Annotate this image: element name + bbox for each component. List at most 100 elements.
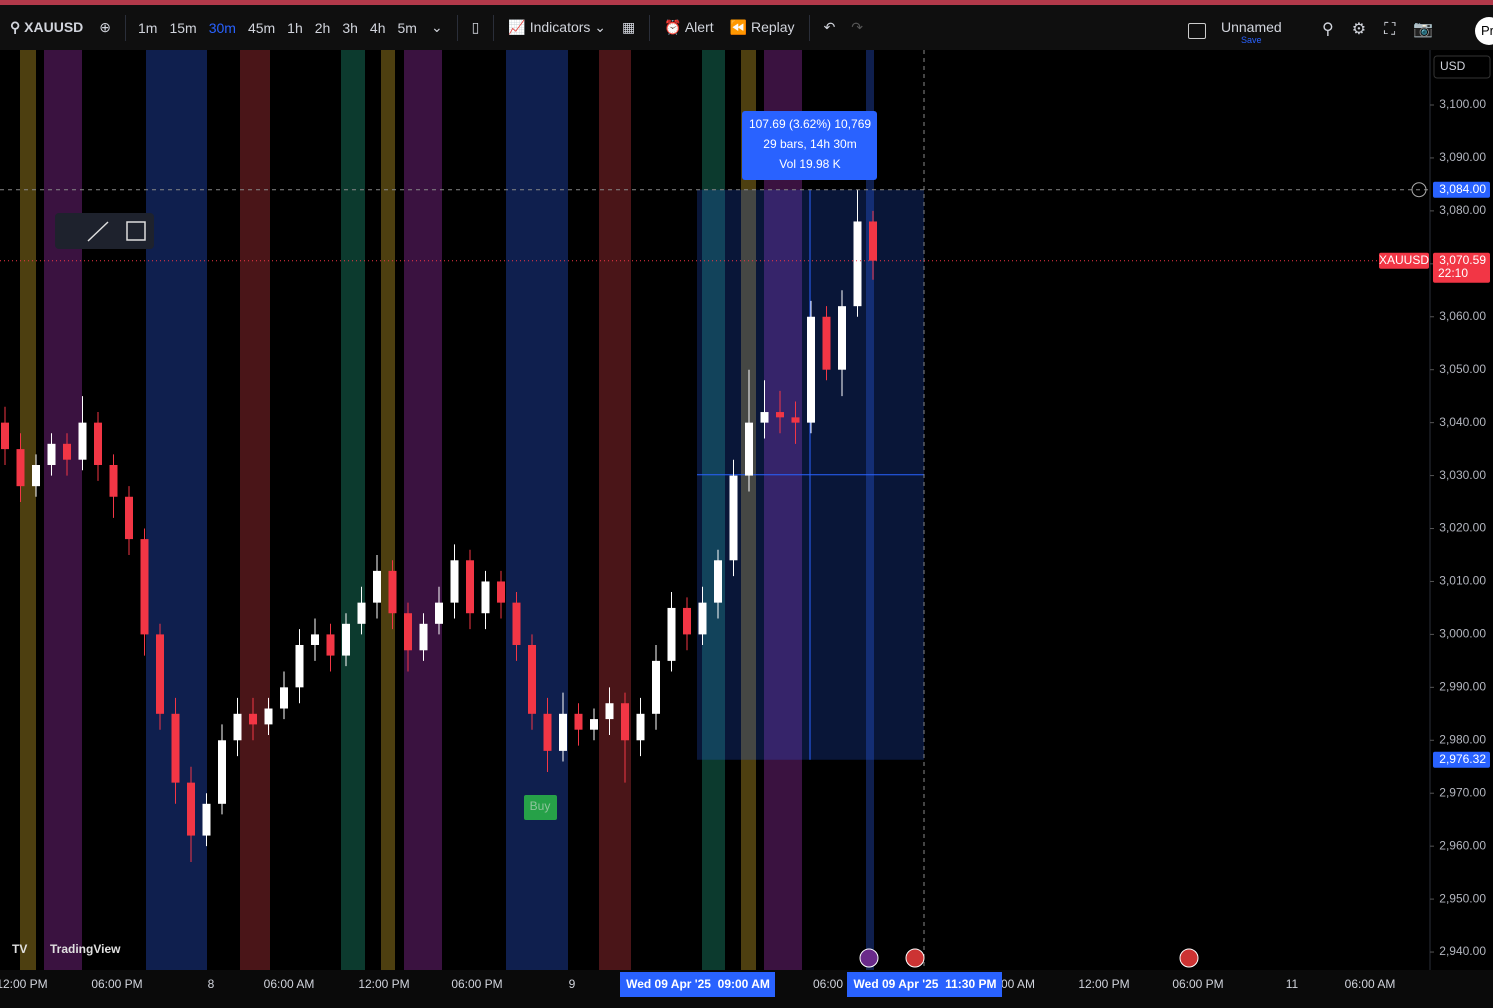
redo-button[interactable]: ↷	[851, 19, 864, 35]
interval-menu[interactable]: ⌄	[430, 19, 443, 35]
watermark: TradingView	[50, 942, 121, 956]
separator	[493, 14, 495, 41]
session-band	[404, 50, 442, 970]
x-tick-label: 12:00 PM	[1078, 977, 1129, 991]
candle-body	[714, 560, 722, 603]
candle-body	[156, 634, 164, 714]
layout-name: Unnamed	[1221, 19, 1282, 35]
candle-body	[32, 464, 40, 487]
candle-body	[822, 316, 831, 370]
y-tick-label: 3,030.00	[1439, 468, 1486, 482]
candle-body	[357, 602, 366, 624]
candle-body	[683, 607, 691, 635]
session-band	[599, 50, 631, 970]
interval-button[interactable]: 3h	[342, 19, 358, 36]
drawing-toolbar	[55, 213, 154, 249]
time-highlight-label: Wed 09 Apr '25 09:00 AM	[626, 977, 770, 991]
countdown: 22:10	[1438, 266, 1468, 280]
candle-body	[667, 607, 676, 661]
time-highlight-label: Wed 09 Apr '25 11:30 PM	[854, 977, 997, 991]
interval-button[interactable]: 15m	[169, 19, 197, 36]
price-axis	[1430, 50, 1493, 1008]
separator	[125, 14, 127, 41]
indicators-label: Indicators	[529, 19, 591, 35]
interval-button[interactable]: 1m	[138, 19, 158, 36]
replay-label: Replay	[750, 19, 795, 35]
candle-body	[636, 713, 645, 741]
buy-marker	[524, 795, 557, 820]
y-tick-label: 3,000.00	[1439, 627, 1486, 641]
candle-body	[621, 703, 629, 741]
interval-list: 1m 15m 30m 45m 1h 2h 3h 4h 5m	[132, 20, 423, 36]
interval-button[interactable]: 2h	[314, 19, 331, 36]
undo-button[interactable]: ↶	[823, 19, 836, 35]
y-tick-label: 3,060.00	[1439, 309, 1486, 323]
y-tick-label: 3,050.00	[1439, 362, 1486, 376]
candle-body	[280, 687, 288, 709]
session-band	[702, 50, 725, 970]
candle-body	[249, 713, 257, 725]
candle-body	[605, 703, 614, 720]
chart: 3,100.003,090.003,080.003,070.003,060.00…	[0, 50, 1493, 1008]
currency: USD	[1440, 59, 1466, 73]
x-tick-label: 06:00	[813, 977, 843, 991]
toolbar: ⚲ XAUUSD ⊕ 1m 15m 30m 45m 1h 2h 3h 4h 5m ⌄ ▯ 📈 I…	[0, 0, 1493, 50]
y-tick-label: 2,990.00	[1439, 680, 1486, 694]
candle-body	[373, 570, 381, 603]
candle-body	[466, 560, 474, 614]
measure-info: Vol 19.98 K	[779, 157, 840, 171]
symbol-search[interactable]: ⚲ XAUUSD	[10, 19, 84, 35]
candle-body	[807, 316, 815, 423]
interval-button[interactable]: 4h	[369, 19, 386, 36]
session-band	[764, 50, 802, 970]
measure-info: 29 bars, 14h 30m	[763, 137, 856, 151]
candle-body	[652, 660, 660, 714]
candle-body	[419, 623, 428, 651]
session-band	[146, 50, 207, 970]
x-tick-label: 06:00 PM	[91, 977, 142, 991]
profile[interactable]: Pr	[1475, 17, 1493, 45]
interval-button[interactable]: 30m	[208, 19, 236, 36]
candle-body	[528, 644, 536, 714]
candle-body	[63, 443, 71, 460]
candle-body	[559, 713, 567, 751]
interval-button[interactable]: 45m	[247, 19, 276, 36]
replay-button[interactable]: ⏪ Replay	[729, 19, 795, 35]
interval-button[interactable]: 5m	[397, 19, 417, 36]
add-symbol[interactable]: ⊕	[99, 19, 112, 35]
watermark-logo: TV	[12, 942, 27, 956]
x-tick-label: 06:00 AM	[1345, 977, 1396, 991]
layout-selector[interactable]: Unnamed Save	[1188, 15, 1308, 47]
candle-body	[233, 713, 242, 741]
candle-body	[171, 713, 180, 783]
candle-body	[729, 475, 738, 561]
interval-button[interactable]: 1h	[287, 19, 303, 36]
session-band	[341, 50, 365, 970]
candle-body	[574, 713, 583, 730]
toolbar-icons[interactable]: ⚲⚙⛶📷	[1322, 21, 1452, 38]
candle-body	[187, 782, 195, 836]
candle-body	[435, 602, 443, 624]
chart-type[interactable]: ▯	[471, 19, 480, 35]
rect-tool	[126, 221, 146, 241]
last-price-tag	[1433, 252, 1490, 283]
measure-tooltip	[742, 111, 877, 180]
candle-body	[869, 221, 877, 261]
candle-body	[218, 740, 226, 804]
layouts-button[interactable]: ▦	[622, 19, 636, 35]
indicators-button[interactable]: 📈 Indicators ⌄	[508, 19, 607, 35]
time-highlight	[620, 972, 775, 997]
measure-low: 2,976.32	[1439, 752, 1486, 766]
y-tick-label: 3,040.00	[1439, 415, 1486, 429]
save-label[interactable]: Save	[1241, 35, 1262, 45]
alert-button[interactable]: ⏰ Alert	[664, 19, 714, 35]
measure-low-tag	[1433, 751, 1490, 768]
y-tick-label: 2,980.00	[1439, 732, 1486, 746]
y-tick-label: 3,100.00	[1439, 97, 1486, 111]
candle-body	[698, 602, 707, 635]
session-band	[506, 50, 568, 970]
y-tick-label: 2,960.00	[1439, 838, 1486, 852]
candle-body	[512, 602, 521, 645]
